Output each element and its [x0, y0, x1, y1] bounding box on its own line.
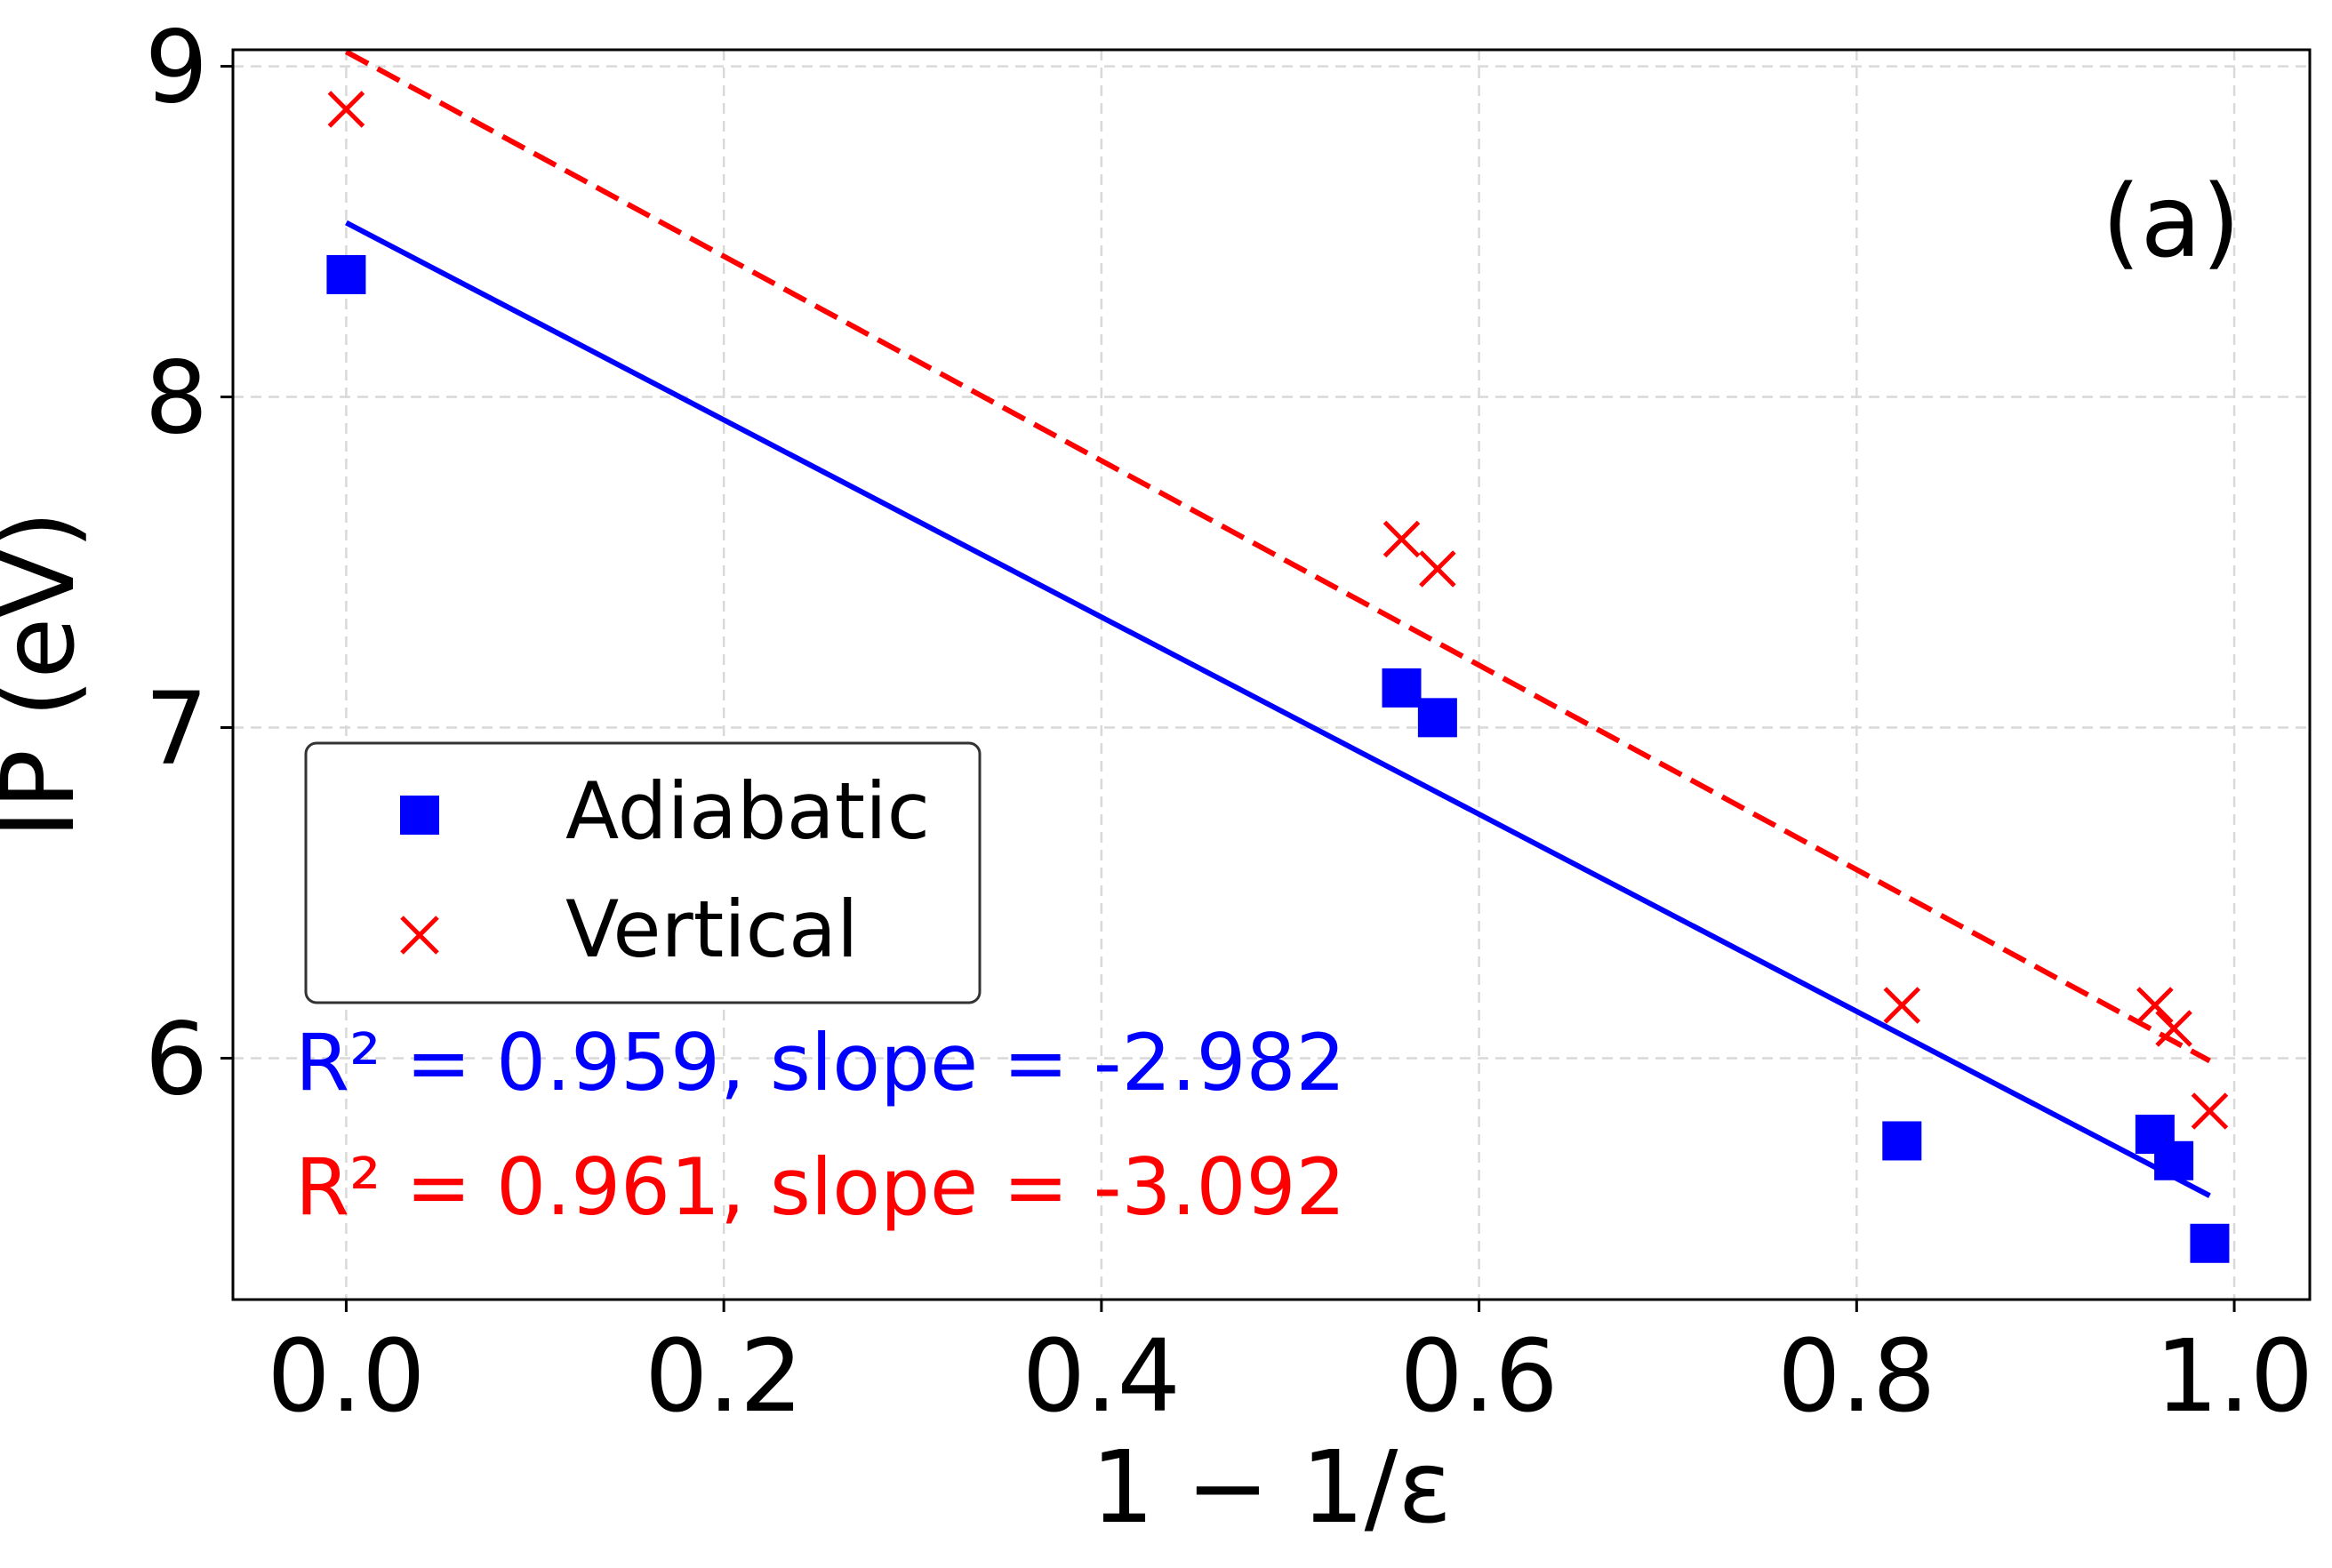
- y-axis-label: IP (eV): [0, 510, 97, 838]
- legend-entry-adiabatic: Adiabatic: [565, 765, 930, 857]
- fit-lines: [344, 49, 2211, 1198]
- grid: [233, 50, 2310, 1300]
- adiabatic-point: [2190, 1223, 2230, 1263]
- data-markers: [326, 91, 2230, 1263]
- panel-label: (a): [2102, 164, 2240, 280]
- legend: Adiabatic Vertical: [304, 741, 982, 1004]
- y-tick-label: 8: [145, 341, 208, 457]
- fit-annotation-vertical: R² = 0.961, slope = -3.092: [295, 1141, 1345, 1233]
- plot-area-frame: [231, 48, 2312, 1301]
- vertical-point: [1883, 987, 1921, 1024]
- adiabatic-point: [1417, 698, 1457, 738]
- y-tick-label: 7: [145, 672, 208, 788]
- vertical-point-stroke: [2136, 987, 2174, 1024]
- vertical-point: [327, 91, 365, 128]
- x-axis-label: 1 − 1/ε: [1091, 1430, 1452, 1546]
- fit-annotation-adiabatic: R² = 0.959, slope = -2.982: [295, 1017, 1345, 1108]
- legend-x-marker: [400, 916, 439, 955]
- vertical-fit-line: [344, 49, 2211, 1064]
- legend-box: [304, 741, 982, 1004]
- y-tick-label: 9: [145, 11, 208, 126]
- adiabatic-fit-line: [345, 220, 2211, 1198]
- legend-square-marker: [400, 796, 439, 835]
- vertical-point: [1419, 550, 1456, 588]
- axis-ticks: 0.0 0.2 0.4 0.6 0.8 1.0 6 7 8 9: [145, 11, 2313, 1435]
- adiabatic-point: [326, 254, 366, 294]
- x-tick-label: 0.6: [1400, 1319, 1559, 1435]
- x-tick-label: 1.0: [2155, 1319, 2313, 1435]
- vertical-point-stroke: [2191, 1092, 2229, 1130]
- vertical-point-stroke: [327, 91, 365, 128]
- vertical-point-stroke: [2155, 1010, 2192, 1047]
- vertical-point-stroke: [1419, 550, 1456, 588]
- adiabatic-point: [1382, 668, 1422, 708]
- adiabatic-point: [2154, 1140, 2194, 1180]
- legend-entry-vertical: Vertical: [565, 884, 858, 975]
- legend-x-stroke: [400, 916, 439, 955]
- vertical-point: [1382, 520, 1421, 558]
- y-tick-label: 6: [145, 1002, 208, 1117]
- vertical-point: [2155, 1010, 2192, 1047]
- vertical-point: [2136, 987, 2174, 1024]
- x-tick-label: 0.4: [1022, 1319, 1181, 1435]
- vertical-point-stroke: [1883, 987, 1921, 1024]
- vertical-point-stroke: [1382, 520, 1421, 558]
- x-tick-label: 0.8: [1777, 1319, 1935, 1435]
- adiabatic-point: [1882, 1121, 1922, 1161]
- x-tick-label: 0.2: [645, 1319, 803, 1435]
- vertical-point: [2191, 1092, 2229, 1130]
- x-tick-label: 0.0: [267, 1319, 425, 1435]
